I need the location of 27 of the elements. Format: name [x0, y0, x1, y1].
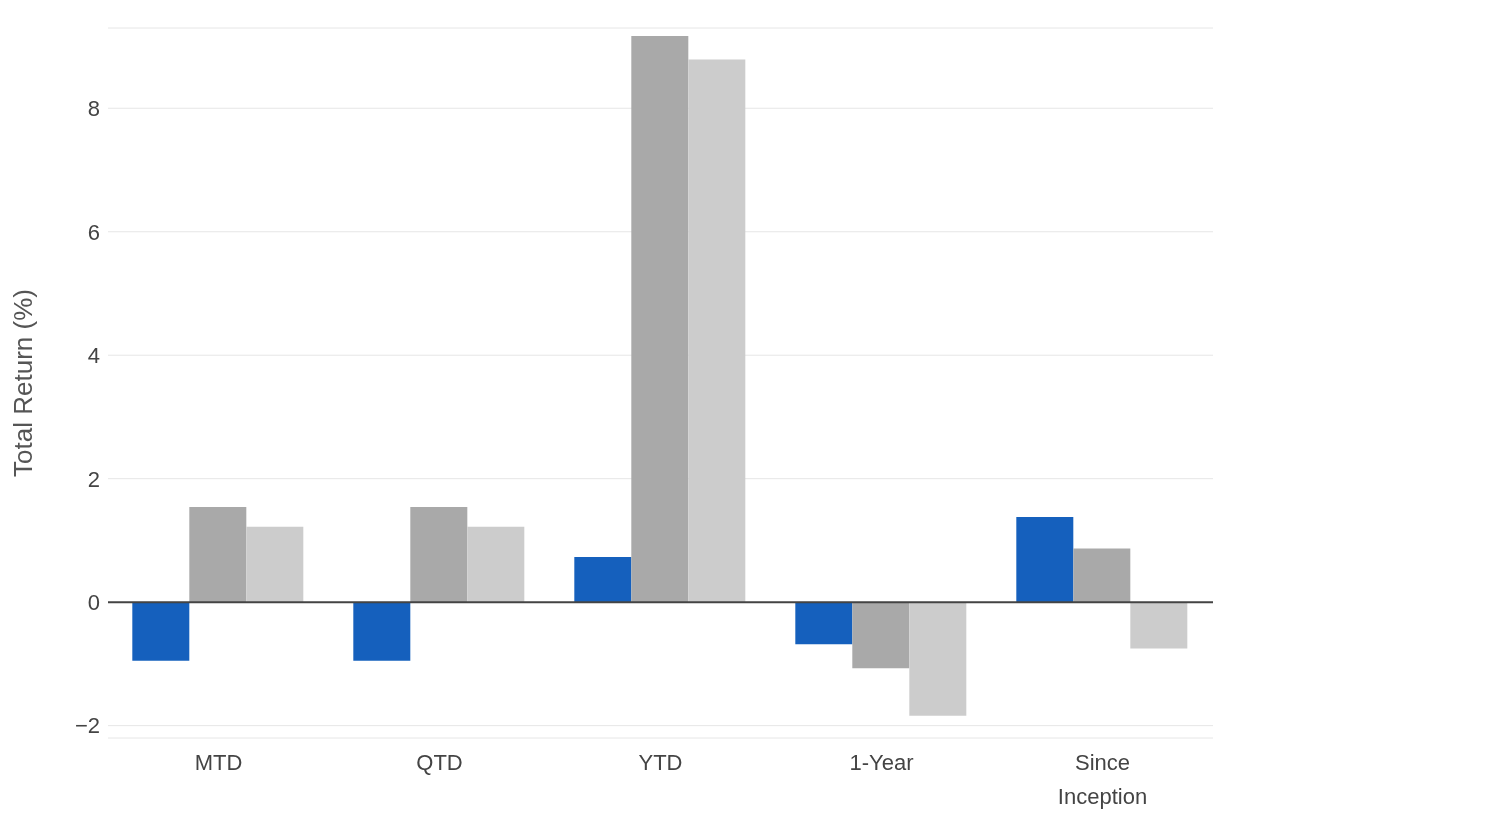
bar [795, 602, 853, 645]
bar [467, 526, 525, 603]
y-tick-label: 0 [87, 589, 100, 615]
y-tick-label: 4 [87, 343, 100, 369]
y-tick-label: 8 [87, 96, 100, 122]
x-tick-label: QTD [416, 750, 463, 775]
bar [132, 602, 190, 661]
bar [246, 526, 304, 603]
bar [574, 557, 632, 603]
x-tick-label: MTD [194, 750, 243, 775]
y-tick-label: −2 [74, 713, 100, 739]
y-tick-label: 6 [87, 219, 100, 245]
bar [631, 36, 689, 603]
y-axis-title: Total Return (%) [8, 289, 39, 477]
bar [1073, 548, 1131, 603]
bar [353, 602, 411, 661]
bar [1130, 602, 1188, 649]
bar [189, 507, 247, 603]
x-tick-label: 1-Year [849, 750, 914, 775]
bar [852, 602, 910, 669]
bar [909, 602, 967, 716]
x-tick-label: YTD [638, 750, 683, 775]
bar [410, 507, 468, 603]
bar [1016, 516, 1074, 603]
y-tick-label: 2 [87, 466, 100, 492]
x-tick-label: Since Inception [1057, 750, 1148, 809]
bar [688, 59, 746, 603]
